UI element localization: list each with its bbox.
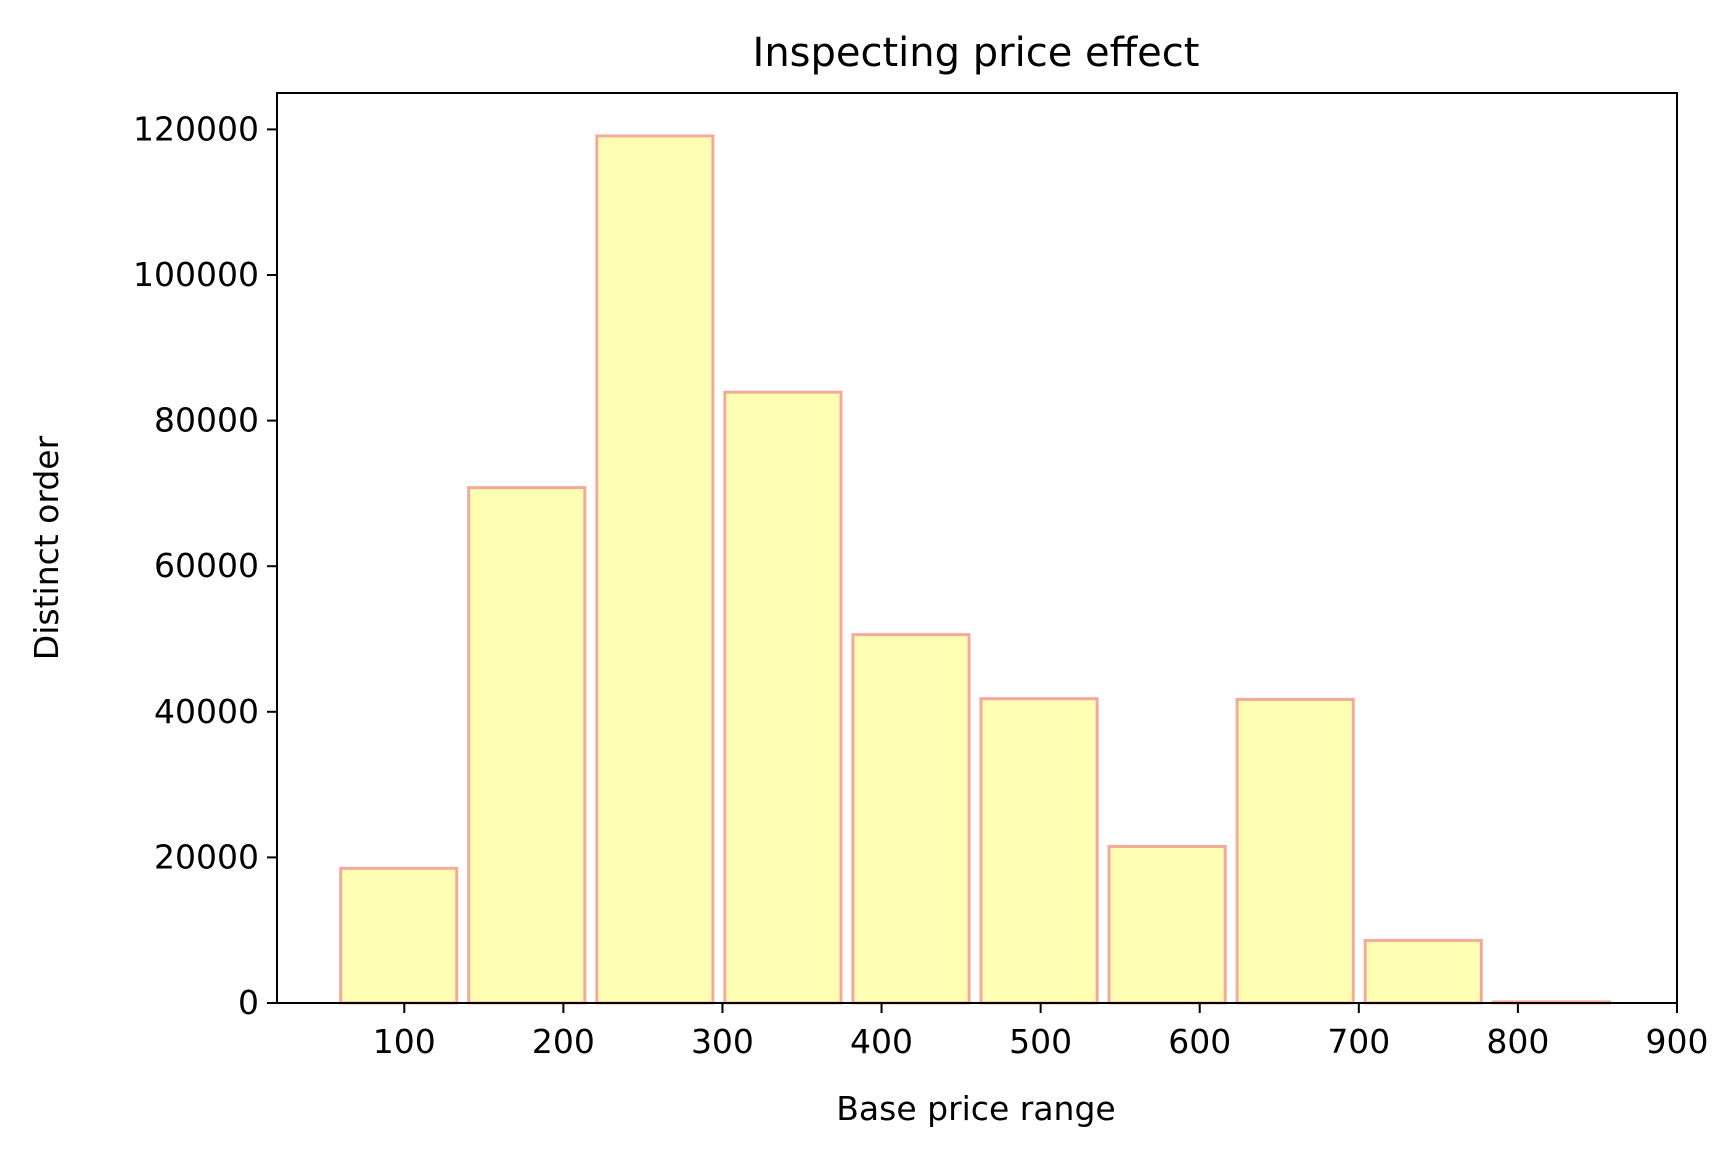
y-tick-label-2: 40000 (154, 692, 259, 731)
chart-title: Inspecting price effect (753, 30, 1200, 76)
bar-0 (339, 866, 459, 1005)
y-tick-label-5: 100000 (133, 255, 259, 294)
bar-5 (979, 697, 1099, 1005)
y-axis-label: Distinct order (27, 435, 66, 660)
plot-frame (276, 92, 1678, 1004)
x-tick-label-5: 600 (1168, 1022, 1231, 1061)
y-tick-label-6: 120000 (133, 109, 259, 148)
bar-6 (1107, 844, 1227, 1005)
x-tick-label-2: 300 (691, 1022, 754, 1061)
x-tick-label-0: 100 (373, 1022, 436, 1061)
x-axis-ticks: 100 200 300 400 500 600 700 800 900 (373, 1003, 1709, 1061)
y-tick-label-3: 60000 (154, 546, 259, 585)
bar-2 (595, 134, 715, 1005)
bar-3 (723, 390, 843, 1005)
x-tick-label-7: 800 (1486, 1022, 1549, 1061)
bar-8 (1363, 938, 1483, 1005)
bar-7 (1235, 697, 1355, 1005)
bars-group (339, 134, 1611, 1005)
bar-1 (467, 486, 587, 1005)
y-tick-label-1: 20000 (154, 837, 259, 876)
bar-4 (851, 633, 971, 1005)
x-tick-label-6: 700 (1327, 1022, 1390, 1061)
x-tick-label-3: 400 (850, 1022, 913, 1061)
x-tick-label-1: 200 (532, 1022, 595, 1061)
x-axis-label: Base price range (836, 1089, 1115, 1128)
y-axis-ticks: 0 20000 40000 60000 80000 100000 120000 (133, 109, 277, 1022)
x-tick-label-4: 500 (1009, 1022, 1072, 1061)
x-tick-label-8: 900 (1646, 1022, 1709, 1061)
y-tick-label-4: 80000 (154, 401, 259, 440)
y-tick-label-0: 0 (238, 983, 259, 1022)
